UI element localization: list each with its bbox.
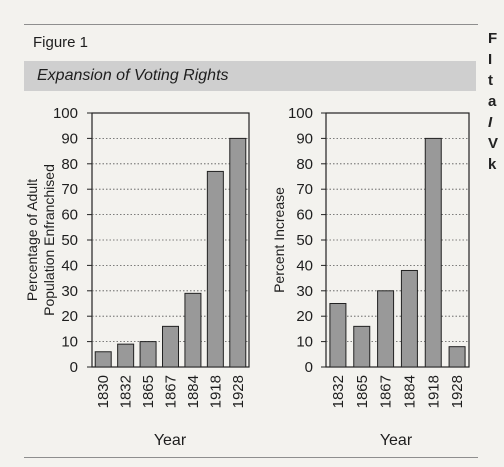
- y-tick-label: 50: [296, 232, 313, 249]
- cropped-glyph: V: [488, 135, 499, 152]
- y-tick-label: 80: [296, 156, 313, 173]
- y-tick-label: 60: [61, 207, 78, 224]
- cropped-glyph: I: [488, 114, 493, 131]
- x-tick-label: 1884: [185, 375, 202, 408]
- top-rule: [24, 24, 478, 25]
- chart-1: 0 10 20 30 40 50 60 70 80 90 100 1830 1832 1865 1867 18…: [24, 105, 250, 449]
- cropped-glyph: t: [488, 72, 493, 89]
- bar: [184, 292, 202, 368]
- cropped-glyph: a: [488, 93, 497, 110]
- figure-title: Expansion of Voting Rights: [37, 67, 229, 84]
- bar: [377, 290, 395, 368]
- bar: [424, 137, 442, 368]
- y-tick-label: 90: [296, 130, 313, 147]
- y-tick-label: 40: [61, 257, 78, 274]
- x-tick-label: 1865: [354, 375, 371, 408]
- bar: [448, 346, 466, 368]
- y-tick-label: 20: [61, 308, 78, 325]
- x-tick-label: 1830: [95, 375, 112, 408]
- x-tick-label: 1928: [449, 375, 466, 408]
- title-bar: Expansion of Voting Rights: [24, 61, 476, 91]
- y-tick-label: 70: [61, 181, 78, 198]
- y-tick-label: 30: [296, 283, 313, 300]
- bar: [353, 325, 371, 368]
- y-tick-label: 50: [61, 232, 78, 249]
- y-tick-label: 0: [305, 359, 313, 376]
- x-tick-label: 1832: [118, 375, 135, 408]
- bar: [162, 325, 179, 368]
- y-tick-label: 30: [61, 283, 78, 300]
- bar: [206, 170, 224, 368]
- x-tick-label: 1918: [425, 375, 442, 408]
- x-axis-label: Year: [380, 432, 413, 449]
- x-tick-label: 1928: [230, 375, 247, 408]
- y-axis-label: Percentage of Adult: [24, 179, 40, 301]
- y-axis-label: Population Enfranchised: [41, 164, 57, 316]
- y-tick-label: 100: [288, 105, 313, 122]
- cropped-glyph: F: [488, 30, 498, 47]
- x-tick-label: 1865: [140, 375, 157, 408]
- x-tick-label: 1867: [378, 375, 395, 408]
- y-tick-label: 60: [296, 207, 313, 224]
- y-tick-label: 0: [70, 359, 78, 376]
- x-tick-label: 1884: [401, 375, 418, 408]
- y-tick-label: 10: [61, 334, 78, 351]
- bottom-rule: [24, 457, 478, 458]
- bar: [139, 341, 157, 368]
- y-tick-label: 10: [296, 334, 313, 351]
- bar: [117, 343, 135, 368]
- bar: [94, 351, 112, 368]
- y-tick-label: 70: [296, 181, 313, 198]
- figure-label: Figure 1: [33, 34, 89, 51]
- cropped-glyph: k: [488, 156, 497, 173]
- x-axis-label: Year: [154, 432, 187, 449]
- bar: [229, 137, 247, 368]
- y-tick-label: 40: [296, 257, 313, 274]
- x-tick-label: 1832: [330, 375, 347, 408]
- y-tick-label: 100: [53, 105, 78, 122]
- y-tick-label: 20: [296, 308, 313, 325]
- chart-2: 0 10 20 30 40 50 60 70 80 90 100 1832 1865 1867 1884 19…: [271, 105, 470, 449]
- cropped-glyph: I: [488, 51, 493, 68]
- y-axis-label: Percent Increase: [271, 187, 287, 293]
- x-tick-label: 1867: [163, 375, 180, 408]
- bar: [329, 303, 347, 368]
- y-tick-label: 80: [61, 156, 78, 173]
- x-tick-label: 1918: [207, 375, 224, 408]
- bar: [400, 269, 418, 368]
- y-tick-label: 90: [61, 130, 78, 147]
